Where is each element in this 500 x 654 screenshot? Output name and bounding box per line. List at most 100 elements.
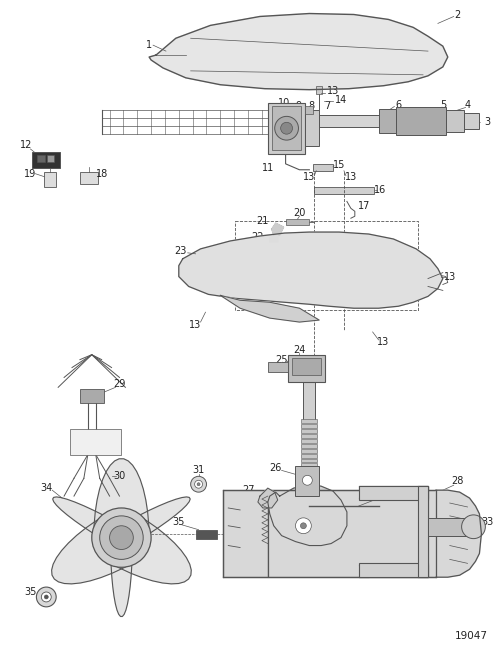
Text: 18: 18 [96, 169, 108, 179]
Bar [396, 107, 446, 135]
Text: 12: 12 [20, 140, 32, 150]
Polygon shape [359, 486, 428, 577]
Polygon shape [258, 488, 278, 508]
Text: 15: 15 [333, 160, 345, 170]
Bar [418, 486, 428, 577]
Polygon shape [179, 232, 443, 308]
Polygon shape [149, 14, 448, 90]
Polygon shape [52, 497, 190, 584]
Circle shape [36, 587, 56, 607]
Polygon shape [272, 223, 283, 235]
Circle shape [194, 480, 202, 488]
Bar [268, 103, 306, 154]
Text: 19: 19 [24, 169, 36, 179]
Text: 21: 21 [256, 216, 269, 226]
Bar [304, 383, 316, 420]
Bar [302, 449, 317, 453]
Bar [464, 113, 479, 129]
Bar [292, 358, 321, 375]
Bar [306, 111, 319, 146]
Text: 24: 24 [294, 345, 306, 354]
Bar [378, 109, 396, 133]
Bar [302, 458, 317, 462]
Circle shape [274, 116, 298, 140]
Bar [196, 530, 218, 539]
Circle shape [462, 515, 485, 539]
Text: 12 VOLT: 12 VOLT [85, 436, 106, 441]
Text: 13: 13 [444, 271, 456, 282]
Polygon shape [270, 235, 278, 242]
Polygon shape [94, 459, 149, 617]
Bar [302, 454, 317, 458]
Text: 23: 23 [174, 246, 187, 256]
Bar [272, 107, 302, 150]
Text: —————: ————— [84, 449, 108, 454]
Text: 13: 13 [303, 172, 316, 182]
Circle shape [190, 476, 206, 492]
Bar [306, 107, 314, 114]
Text: CAUTION: CAUTION [84, 443, 108, 448]
Bar [314, 186, 374, 194]
Bar [302, 419, 317, 423]
Text: 31: 31 [192, 466, 204, 475]
Circle shape [42, 592, 51, 602]
Bar [38, 155, 46, 162]
Bar [446, 111, 464, 132]
Circle shape [92, 508, 151, 567]
Bar [314, 164, 333, 171]
Bar [288, 354, 325, 383]
Text: 17: 17 [358, 201, 370, 211]
Text: 22: 22 [252, 232, 264, 242]
Text: 25: 25 [276, 354, 288, 365]
Bar [224, 490, 268, 577]
Bar [319, 115, 433, 128]
Text: 13: 13 [378, 337, 390, 347]
Circle shape [302, 475, 312, 485]
Bar [359, 486, 428, 500]
Polygon shape [220, 296, 319, 322]
Polygon shape [52, 497, 192, 584]
Circle shape [110, 526, 134, 549]
Bar [316, 86, 322, 94]
Text: 19047: 19047 [454, 632, 488, 642]
Text: 10: 10 [278, 97, 289, 107]
Text: 16: 16 [374, 184, 386, 194]
Text: 30: 30 [114, 472, 126, 481]
Text: 35: 35 [24, 587, 36, 597]
Circle shape [44, 595, 48, 599]
Bar [302, 429, 317, 433]
Bar [70, 429, 122, 455]
Bar [302, 424, 317, 428]
Circle shape [300, 523, 306, 528]
Text: 6: 6 [396, 99, 402, 109]
Text: 27: 27 [242, 485, 254, 495]
Text: 4: 4 [464, 99, 470, 109]
Text: 1: 1 [146, 40, 152, 50]
Bar [32, 152, 60, 168]
Bar [302, 443, 317, 447]
Circle shape [197, 483, 200, 486]
Text: 32: 32 [372, 491, 384, 501]
Circle shape [100, 516, 143, 559]
Bar [428, 518, 470, 536]
Text: 11: 11 [262, 163, 274, 173]
Text: 35: 35 [172, 517, 185, 527]
Circle shape [296, 518, 312, 534]
Text: 3: 3 [484, 117, 490, 128]
Bar [44, 172, 56, 186]
Text: 28: 28 [452, 476, 464, 487]
Bar [302, 439, 317, 443]
Text: 2: 2 [454, 10, 461, 20]
Bar [80, 389, 104, 403]
Text: 5: 5 [440, 99, 446, 109]
Bar [286, 219, 310, 225]
Bar [268, 490, 436, 577]
Bar [80, 172, 98, 184]
Text: 29: 29 [114, 379, 126, 389]
Text: 13: 13 [188, 320, 200, 330]
Text: 8: 8 [308, 101, 314, 111]
Text: 13: 13 [327, 86, 339, 95]
Bar [268, 362, 287, 371]
Text: 20: 20 [294, 208, 306, 218]
Bar [48, 155, 54, 162]
